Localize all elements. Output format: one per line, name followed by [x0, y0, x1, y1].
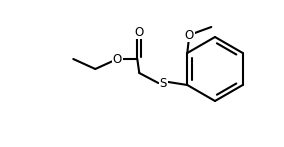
Text: O: O [113, 52, 122, 66]
Text: O: O [185, 29, 194, 41]
Text: O: O [135, 25, 144, 39]
Text: S: S [160, 76, 167, 90]
